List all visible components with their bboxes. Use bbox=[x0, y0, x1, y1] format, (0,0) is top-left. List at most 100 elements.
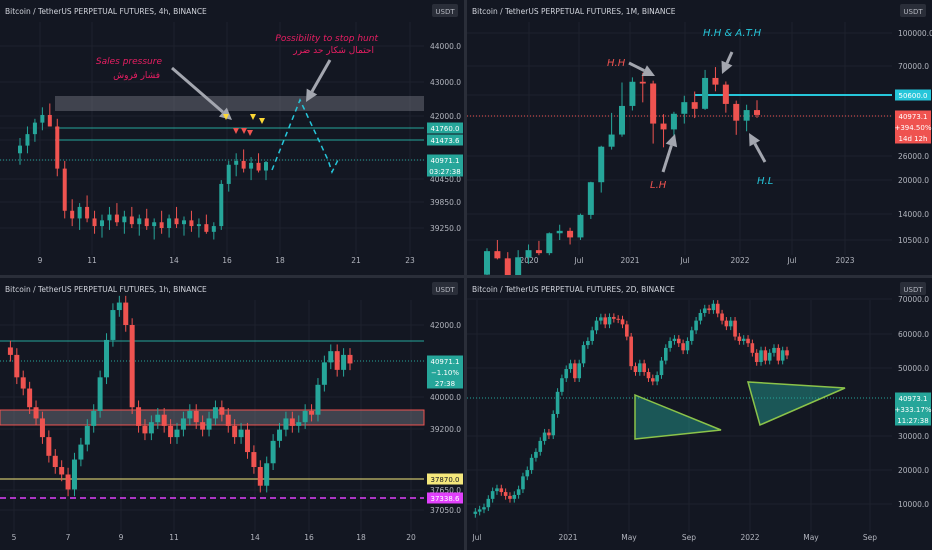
y-tick-label: 50000.0 bbox=[898, 364, 929, 373]
price-tag-label: 40973.1 bbox=[899, 395, 928, 403]
currency-badge[interactable] bbox=[900, 4, 926, 17]
candle-body bbox=[122, 216, 127, 223]
candle-body bbox=[296, 422, 302, 426]
candle-body bbox=[270, 440, 276, 464]
currency-badge[interactable] bbox=[900, 282, 926, 295]
candle-body bbox=[568, 363, 573, 370]
lh-arrow bbox=[661, 144, 673, 173]
down-marker bbox=[241, 128, 247, 134]
candle-body bbox=[556, 230, 563, 234]
candle-body bbox=[315, 384, 321, 415]
candle-body bbox=[144, 218, 149, 227]
y-tick-label: 30000.0 bbox=[898, 432, 929, 441]
candle-body bbox=[691, 102, 698, 109]
y-tick-label: 70000.0 bbox=[898, 62, 929, 71]
candle-body bbox=[759, 350, 763, 362]
chart-panel-1m[interactable]: 2020 Jul 2021 Jul 2022 Jul 2023 100000.0 70000.… bbox=[467, 0, 932, 275]
candle-body bbox=[564, 369, 569, 379]
candle-body bbox=[180, 418, 186, 430]
candle-body bbox=[46, 437, 52, 456]
price-tag-label: 03:27:38 bbox=[429, 168, 460, 176]
candle-body bbox=[232, 425, 238, 438]
y-tick-label: 70000.0 bbox=[898, 295, 929, 304]
y-tick-label: 39250.0 bbox=[430, 224, 461, 233]
candle-body bbox=[283, 418, 289, 430]
chart-1m-svg[interactable]: 2020 Jul 2021 Jul 2022 Jul 2023 100000.0 70000.… bbox=[467, 0, 932, 275]
candle-body bbox=[167, 218, 172, 228]
candle-body bbox=[567, 230, 574, 238]
candle-body bbox=[200, 422, 206, 430]
hl-arrow bbox=[753, 142, 767, 163]
candle-body bbox=[521, 476, 525, 490]
candle-body bbox=[159, 222, 164, 228]
stop-hunt-arrow bbox=[310, 59, 332, 93]
chart-panel-1h[interactable]: 5 7 9 11 14 16 18 20 42000.0 40000.0 39200.0 37650… bbox=[0, 278, 464, 550]
chart-panel-2d[interactable]: Jul 2021 May Sep 2022 May Sep 70000.0 60000.0 50… bbox=[467, 278, 932, 550]
candle-body bbox=[277, 429, 283, 441]
x-tick-label: 18 bbox=[356, 533, 366, 542]
chart-panel-4h[interactable]: 9 11 14 16 18 21 23 44000.0 43000.0 42000.0 41760… bbox=[0, 0, 464, 275]
price-tag bbox=[427, 473, 463, 485]
candle-body bbox=[14, 354, 20, 378]
x-tick-label: Jul bbox=[786, 256, 796, 265]
candle-body bbox=[142, 425, 148, 434]
x-tick-label: 2022 bbox=[730, 256, 749, 265]
candle-body bbox=[100, 220, 104, 227]
candle-body bbox=[547, 432, 551, 436]
y-tick-label: 40450.0 bbox=[430, 175, 461, 184]
sales-pressure-arrow-head bbox=[219, 107, 232, 120]
candle-body bbox=[504, 258, 511, 275]
candle-body bbox=[620, 319, 625, 325]
price-tag bbox=[427, 355, 463, 367]
candle-body bbox=[668, 340, 672, 348]
candle-body bbox=[486, 498, 491, 508]
chart-4h-svg[interactable]: 9 11 14 16 18 21 23 44000.0 43000.0 42000.0 41760… bbox=[0, 0, 464, 275]
candle-body bbox=[702, 77, 709, 109]
candle-body bbox=[633, 366, 638, 373]
currency-badge[interactable] bbox=[432, 282, 458, 295]
price-tag-label: 37338.6 bbox=[431, 495, 460, 503]
candle-body bbox=[660, 123, 667, 130]
chart-title: Bitcoin / TetherUS PERPETUAL FUTURES, 1h… bbox=[5, 285, 207, 294]
candle-body bbox=[663, 347, 668, 361]
x-tick-label: 11 bbox=[87, 256, 97, 265]
price-tag bbox=[895, 132, 931, 144]
price-tag-label: 41473.6 bbox=[431, 137, 460, 145]
price-tag-label: 27:38 bbox=[435, 380, 455, 388]
x-tick-label: May bbox=[621, 533, 637, 542]
candle-body bbox=[257, 467, 263, 486]
hh-ath-arrow bbox=[725, 51, 734, 64]
candle-body bbox=[785, 350, 789, 356]
x-tick-label: 11 bbox=[169, 533, 179, 542]
candle-body bbox=[515, 257, 522, 275]
candle-body bbox=[599, 317, 603, 321]
hh-arrow-head bbox=[641, 65, 655, 76]
resistance-zone bbox=[55, 96, 424, 111]
candle-body bbox=[573, 363, 577, 379]
y-tick-label: 37050.0 bbox=[430, 506, 461, 515]
candle-body bbox=[720, 313, 724, 321]
candle-body bbox=[328, 351, 334, 363]
lh-arrow-head bbox=[665, 134, 678, 148]
candle-body bbox=[32, 122, 37, 135]
candle-body bbox=[187, 410, 193, 419]
y-tick-label: 40000.0 bbox=[430, 393, 461, 402]
panel-divider-horizontal[interactable] bbox=[0, 275, 932, 278]
price-tag bbox=[895, 403, 931, 415]
currency-badge[interactable] bbox=[432, 4, 458, 17]
chart-1h-svg[interactable]: 5 7 9 11 14 16 18 20 42000.0 40000.0 39200.0 37650… bbox=[0, 278, 464, 550]
candle-body bbox=[603, 317, 607, 325]
candle-body bbox=[516, 489, 521, 495]
price-tag-label: −1.10% bbox=[431, 369, 459, 377]
chart-2d-svg[interactable]: Jul 2021 May Sep 2022 May Sep 70000.0 60000.0 50… bbox=[467, 278, 932, 550]
x-tick-label: Sep bbox=[682, 533, 696, 542]
candle-body bbox=[244, 429, 250, 453]
candle-body bbox=[123, 302, 129, 325]
candle-body bbox=[577, 214, 584, 238]
annotation-hl: H.L bbox=[757, 176, 773, 187]
candle-body bbox=[219, 407, 225, 415]
candle-body bbox=[586, 340, 590, 346]
candle-body bbox=[189, 220, 194, 227]
candle-body bbox=[161, 414, 167, 426]
candle-body bbox=[689, 330, 694, 341]
